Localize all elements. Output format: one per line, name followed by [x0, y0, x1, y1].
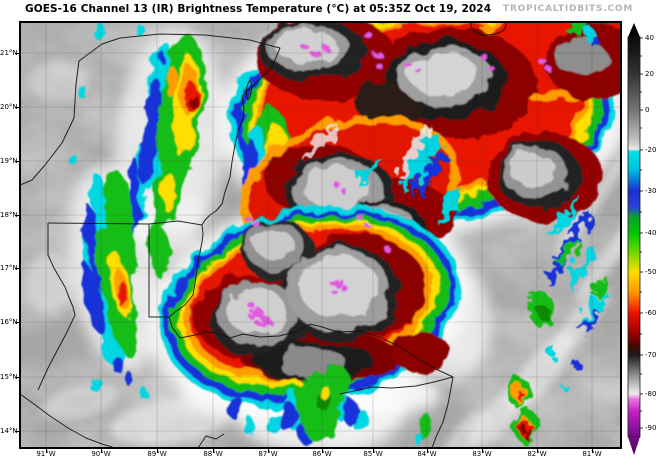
lon-tick [46, 449, 47, 453]
lat-label: 18°N [0, 211, 18, 219]
lon-label: 81°W [582, 450, 602, 458]
lat-tick [15, 53, 20, 54]
site-watermark: TROPICALTIDBITS.COM [503, 4, 634, 14]
channel-streaks [301, 123, 462, 227]
lat-label: 17°N [0, 264, 18, 272]
lat-tick [15, 431, 20, 432]
lon-label: 87°W [258, 450, 278, 458]
colorbar-label: -20 [645, 146, 657, 154]
lon-label: 91°W [36, 450, 56, 458]
overshooting-tops-magenta [302, 34, 553, 75]
lon-tick [373, 449, 374, 453]
colorbar-label: -50 [645, 268, 657, 276]
coastlines-borders [19, 21, 507, 449]
lon-label: 89°W [147, 450, 167, 458]
lat-tick [15, 268, 20, 269]
southern-mcs [159, 205, 461, 407]
lat-label: 15°N [0, 373, 18, 381]
overshooting-tops-magenta [244, 215, 391, 384]
satellite-map [19, 0, 657, 463]
lat-label: 16°N [0, 318, 18, 326]
lon-label: 84°W [417, 450, 437, 458]
lon-tick [101, 449, 102, 453]
colorbar-label: 20 [645, 70, 654, 78]
colorbar-label: -60 [645, 309, 657, 317]
lon-tick [322, 449, 323, 453]
colorbar-label: -90 [645, 424, 657, 432]
lon-label: 86°W [312, 450, 332, 458]
lat-tick [15, 322, 20, 323]
colorbar-bottom-arrow [628, 437, 640, 455]
colorbar-label: -70 [645, 351, 657, 359]
lon-label: 88°W [203, 450, 223, 458]
temperature-colorbar [627, 23, 643, 455]
lon-tick [157, 449, 158, 453]
west-feeder-bands [71, 23, 204, 400]
lon-label: 90°W [91, 450, 111, 458]
lat-tick [15, 377, 20, 378]
colorbar-top-arrow [628, 23, 640, 37]
bottom-cell-cluster [227, 364, 433, 446]
lat-label: 21°N [0, 49, 18, 57]
colorbar-label: 0 [645, 106, 650, 114]
lon-label: 85°W [363, 450, 383, 458]
graticule [20, 22, 621, 448]
lat-label: 19°N [0, 157, 18, 165]
lon-label: 83°W [472, 450, 492, 458]
colorbar-label: -30 [645, 187, 657, 195]
lon-tick [427, 449, 428, 453]
satellite-imagery [19, 0, 657, 463]
lat-tick [15, 215, 20, 216]
lon-tick [592, 449, 593, 453]
lat-label: 20°N [0, 103, 18, 111]
colorbar-ticks [640, 37, 643, 429]
lat-tick [15, 107, 20, 108]
colorbar-label: 40 [645, 34, 654, 42]
lon-tick [213, 449, 214, 453]
colorbar-label: -80 [645, 390, 657, 398]
colorbar-gradient [627, 36, 641, 438]
colorbar-label: -40 [645, 229, 657, 237]
lon-tick [268, 449, 269, 453]
lat-tick [15, 161, 20, 162]
lon-label: 82°W [527, 450, 547, 458]
map-frame [20, 22, 621, 448]
page-title: GOES-16 Channel 13 (IR) Brightness Tempe… [25, 3, 492, 15]
east-streaks-cells [507, 18, 609, 443]
lon-tick [537, 449, 538, 453]
lat-label: 14°N [0, 427, 18, 435]
lon-tick [482, 449, 483, 453]
